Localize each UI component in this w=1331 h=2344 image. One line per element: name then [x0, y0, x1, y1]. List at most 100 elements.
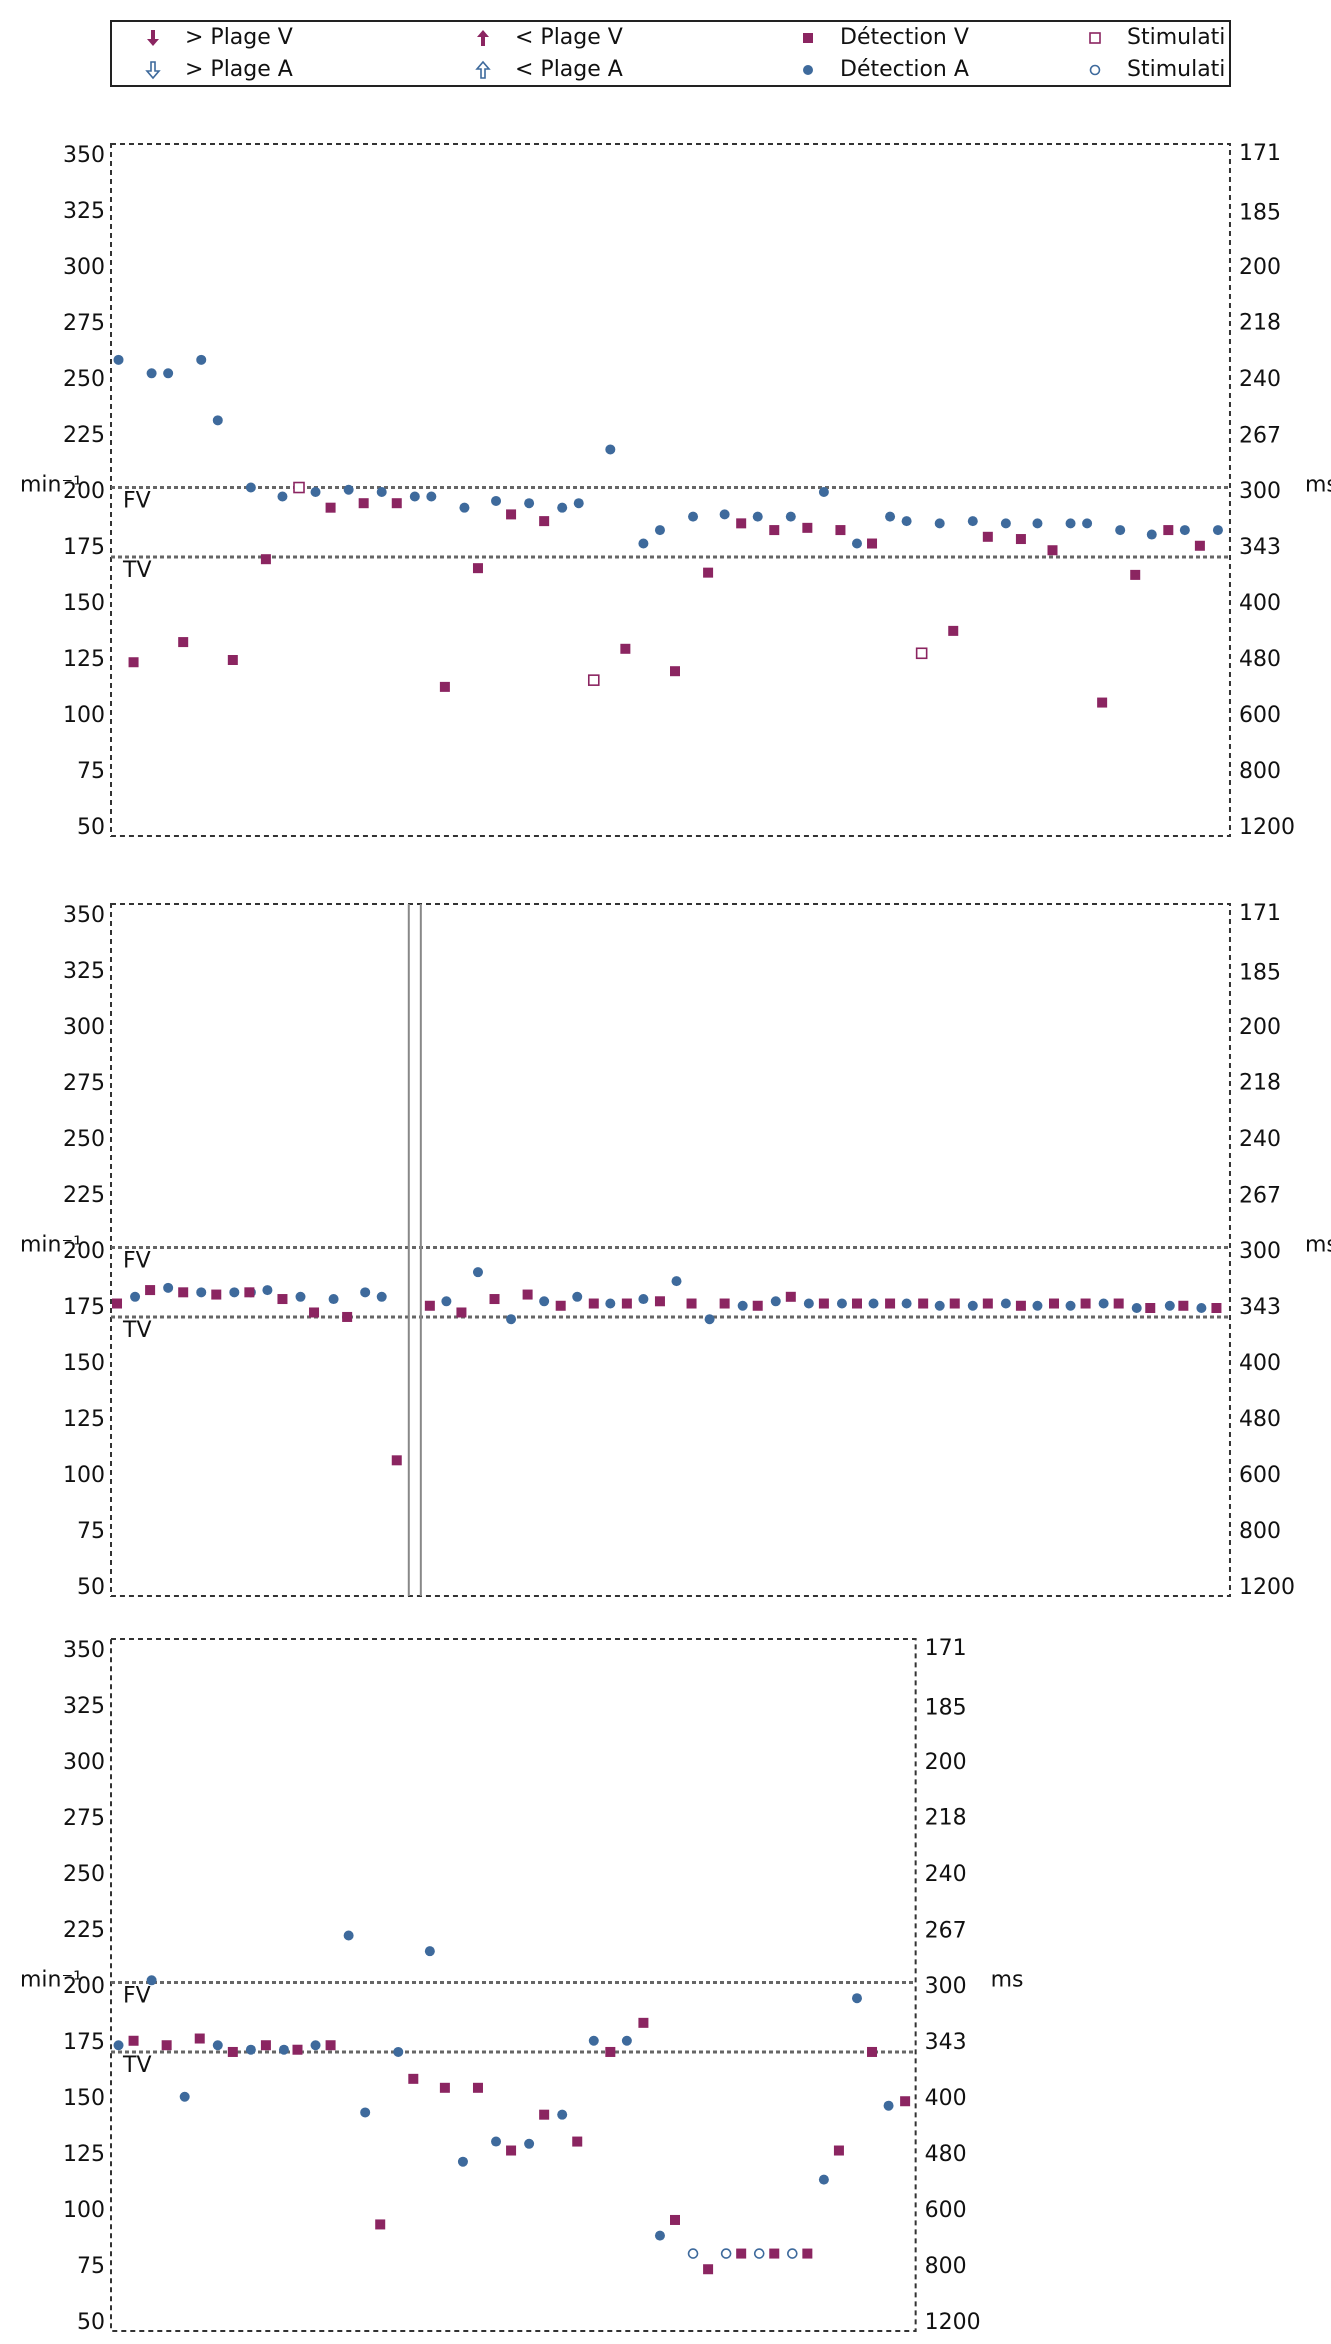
- y2-tick-label: 200: [1239, 1015, 1281, 1040]
- point: [851, 1993, 862, 2004]
- point: [375, 2219, 386, 2230]
- y-tick-label: 150: [63, 1351, 105, 1376]
- y-tick-label: 100: [63, 1463, 105, 1488]
- point: [1032, 518, 1043, 529]
- point: [343, 484, 354, 495]
- point: [376, 487, 387, 497]
- y2-tick-label: 218: [925, 1805, 967, 1830]
- y2-tick-label: 343: [1239, 1295, 1281, 1320]
- y2-tick-label: 267: [925, 1919, 967, 1944]
- y2-tick-label: 240: [1239, 367, 1281, 392]
- point: [1179, 525, 1190, 536]
- point: [803, 33, 813, 43]
- point: [770, 1296, 781, 1307]
- y-tick-label: 225: [63, 1183, 105, 1208]
- point: [752, 1300, 763, 1311]
- point: [310, 487, 321, 497]
- point: [113, 354, 124, 365]
- point: [408, 2073, 419, 2084]
- reference-label: TV: [122, 558, 152, 583]
- point: [1065, 1300, 1076, 1311]
- point: [196, 1287, 207, 1298]
- y-tick-label: 350: [63, 1638, 105, 1663]
- y-tick-label: 350: [63, 903, 105, 928]
- point: [439, 681, 450, 692]
- point: [260, 554, 271, 565]
- point: [620, 643, 631, 654]
- point: [901, 516, 912, 527]
- point: [900, 2096, 911, 2107]
- plot-frame: [110, 903, 1231, 1597]
- point: [555, 1300, 566, 1311]
- y2-tick-label: 171: [1239, 141, 1281, 166]
- y2-tick-label: 185: [925, 1696, 967, 1721]
- y2-tick-label: 400: [1239, 591, 1281, 616]
- y2-tick-label: 1200: [1239, 815, 1295, 840]
- y-tick-label: 275: [63, 1806, 105, 1831]
- point: [686, 1298, 697, 1309]
- point: [621, 2035, 632, 2046]
- y-tick-label: 50: [77, 1575, 105, 1600]
- point: [1146, 529, 1157, 540]
- point: [934, 518, 945, 529]
- point: [292, 2044, 303, 2055]
- point: [145, 1285, 156, 1296]
- point: [769, 2248, 780, 2259]
- point: [671, 1276, 682, 1287]
- point: [343, 1930, 354, 1941]
- point: [833, 2145, 844, 2156]
- y2-tick-label: 480: [925, 2142, 967, 2167]
- y-tick-label: 150: [63, 2086, 105, 2111]
- point: [703, 2264, 714, 2275]
- y2-tick-label: 185: [1239, 201, 1281, 226]
- y2-tick-label: 240: [925, 1862, 967, 1887]
- point: [506, 509, 517, 520]
- point: [785, 1291, 796, 1302]
- y-tick-label: 325: [63, 959, 105, 984]
- point: [409, 491, 420, 502]
- point: [161, 2040, 172, 2051]
- y2-tick-label: 600: [1239, 703, 1281, 728]
- point: [785, 511, 796, 522]
- point: [459, 502, 470, 513]
- y2-tick-label: 480: [1239, 647, 1281, 672]
- point: [472, 1267, 483, 1278]
- point: [901, 1298, 912, 1309]
- point: [1082, 518, 1093, 529]
- point: [885, 511, 896, 522]
- point: [704, 1314, 715, 1325]
- point: [787, 2248, 798, 2259]
- y-tick-label: 325: [63, 199, 105, 224]
- point: [506, 1314, 517, 1325]
- point: [818, 1298, 829, 1309]
- point: [539, 516, 550, 527]
- point: [522, 1289, 533, 1300]
- legend-label: > Plage A: [185, 57, 293, 82]
- point: [737, 1300, 748, 1311]
- y2-tick-label: 480: [1239, 1407, 1281, 1432]
- legend-label: < Plage V: [515, 25, 623, 50]
- point: [948, 625, 959, 636]
- point: [128, 2035, 139, 2046]
- point: [212, 415, 223, 426]
- y2-tick-label: 200: [1239, 255, 1281, 280]
- point: [753, 2248, 765, 2259]
- point: [328, 1294, 339, 1305]
- point: [1000, 1298, 1011, 1309]
- point: [670, 2214, 680, 2225]
- y2-tick-label: 267: [1239, 424, 1281, 449]
- point: [836, 1298, 847, 1309]
- y2-tick-label: 400: [925, 2086, 967, 2111]
- point: [1130, 569, 1141, 580]
- legend-label: Détection V: [840, 25, 969, 50]
- legend-symbol: [475, 60, 491, 79]
- y-tick-label: 250: [63, 1127, 105, 1152]
- point: [539, 2109, 550, 2120]
- point: [506, 2145, 517, 2156]
- point: [654, 525, 665, 536]
- reference-label: FV: [123, 489, 151, 514]
- point: [1000, 518, 1011, 529]
- point: [524, 2138, 535, 2149]
- point: [163, 368, 174, 379]
- point: [245, 2044, 256, 2055]
